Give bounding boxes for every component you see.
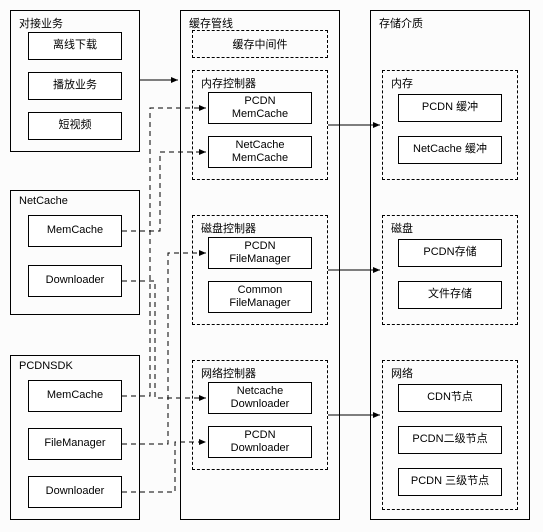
node-pcdn-store: PCDN存储 xyxy=(398,239,502,267)
node-offline-download: 离线下载 xyxy=(28,32,122,60)
group-title: NetCache xyxy=(19,195,68,207)
group-title: 内存控制器 xyxy=(201,75,256,91)
node-playback: 播放业务 xyxy=(28,72,122,100)
node-pcdn-buf: PCDN 缓冲 xyxy=(398,94,502,122)
diagram-canvas: 对接业务 离线下载 播放业务 短视频 NetCache MemCache Dow… xyxy=(0,0,543,532)
node-pcdn-dl: Downloader xyxy=(28,476,122,508)
node-netcache-mem: MemCache xyxy=(28,215,122,247)
node-pcdn-fm: FileManager xyxy=(28,428,122,460)
group-middleware: 缓存中间件 xyxy=(192,30,328,58)
group-title: 内存 xyxy=(391,75,413,91)
group-title: 缓存管线 xyxy=(189,15,233,31)
group-title: 磁盘 xyxy=(391,220,413,236)
node-pcdn-mem: MemCache xyxy=(28,380,122,412)
node-common-fm: Common FileManager xyxy=(208,281,312,313)
group-title: 存储介质 xyxy=(379,15,423,31)
node-netcache-dl: Netcache Downloader xyxy=(208,382,312,414)
group-title: 网络控制器 xyxy=(201,365,256,381)
node-pcdn-dl2: PCDN Downloader xyxy=(208,426,312,458)
middleware-label: 缓存中间件 xyxy=(233,36,288,52)
node-pcdn2: PCDN二级节点 xyxy=(398,426,502,454)
node-pcdn3: PCDN 三级节点 xyxy=(398,468,502,496)
node-file-store: 文件存储 xyxy=(398,281,502,309)
node-pcdn-memcache: PCDN MemCache xyxy=(208,92,312,124)
node-cdn: CDN节点 xyxy=(398,384,502,412)
group-title: 对接业务 xyxy=(19,15,63,31)
group-title: 磁盘控制器 xyxy=(201,220,256,236)
node-netcache-buf: NetCache 缓冲 xyxy=(398,136,502,164)
node-pcdn-fm2: PCDN FileManager xyxy=(208,237,312,269)
group-title: PCDNSDK xyxy=(19,360,73,372)
node-netcache-downloader: Downloader xyxy=(28,265,122,297)
node-shortvideo: 短视频 xyxy=(28,112,122,140)
node-netcache-memcache: NetCache MemCache xyxy=(208,136,312,168)
group-title: 网络 xyxy=(391,365,413,381)
